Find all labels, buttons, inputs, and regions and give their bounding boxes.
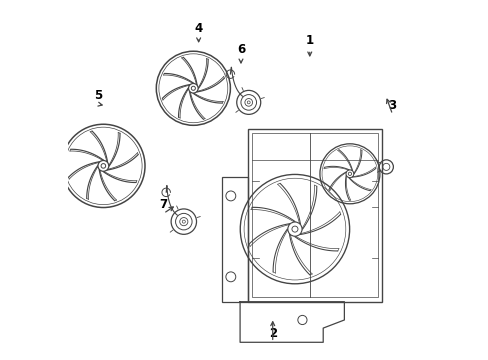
Text: 6: 6 bbox=[236, 43, 244, 56]
Text: 2: 2 bbox=[268, 327, 276, 340]
Bar bbox=[221, 177, 247, 302]
Text: 7: 7 bbox=[159, 198, 167, 211]
Text: 5: 5 bbox=[94, 89, 102, 102]
Text: 3: 3 bbox=[388, 99, 396, 112]
Text: 1: 1 bbox=[305, 34, 313, 47]
Text: 4: 4 bbox=[194, 22, 203, 35]
Bar bbox=[247, 129, 381, 302]
Bar bbox=[252, 133, 377, 297]
